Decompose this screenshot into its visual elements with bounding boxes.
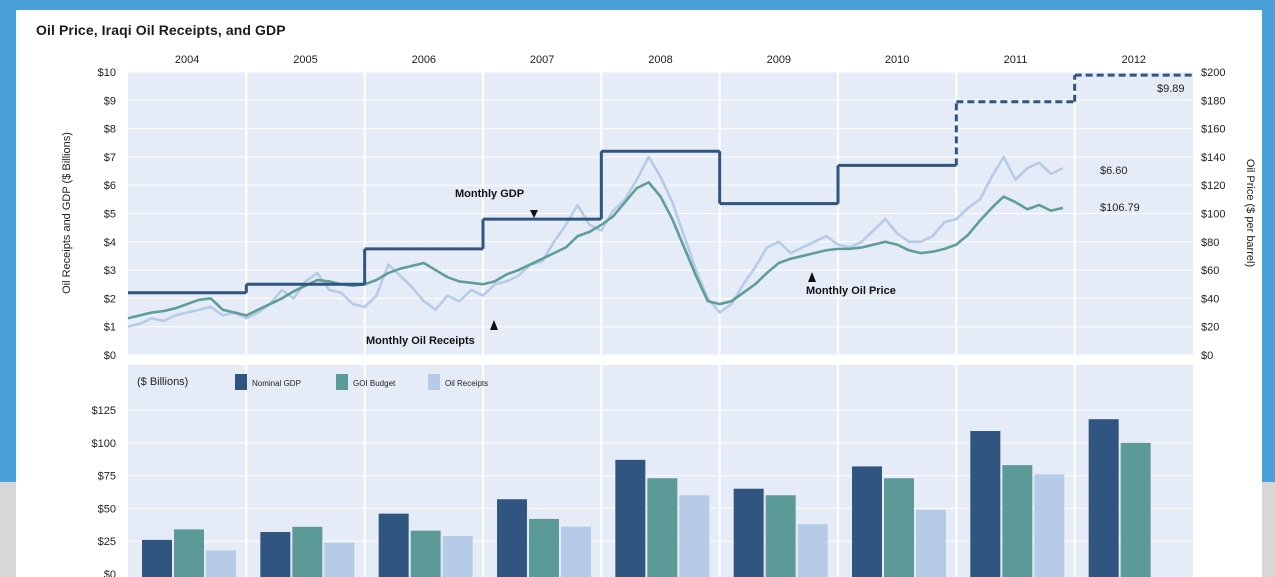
chart-title: Oil Price, Iraqi Oil Receipts, and GDP [36, 22, 286, 38]
bar-nominal-gdp [733, 488, 764, 577]
legend-swatch [336, 374, 348, 390]
left-tick-label: $8 [104, 124, 116, 136]
legend-entry: Oil Receipts [445, 379, 488, 388]
left-tick-label: $7 [104, 152, 116, 164]
bar-nominal-gdp [497, 499, 527, 577]
legend-entry: Nominal GDP [252, 379, 301, 388]
bar-nominal-gdp [1088, 419, 1119, 577]
left-tick-label: $9 [104, 95, 116, 107]
annotations: Monthly GDP Monthly Oil Receipts Monthly O… [366, 83, 1185, 347]
bar-goi-budget [1120, 442, 1151, 577]
bar-nominal-gdp [142, 539, 172, 577]
bar-oil-receipts [324, 542, 355, 577]
bar-tick-label: $75 [98, 471, 116, 483]
right-tick-label: $80 [1201, 237, 1219, 249]
bar-nominal-gdp [970, 430, 1001, 577]
gdp-step-line [128, 73, 1193, 295]
year-label: 2008 [648, 54, 672, 66]
left-tick-label: $5 [104, 209, 116, 221]
year-label: 2006 [412, 54, 436, 66]
bar-legend: ($ Billions) Nominal GDP GOI Budget Oil Rec… [137, 374, 488, 390]
bar-goi-budget [884, 478, 914, 577]
legend-swatch [235, 374, 247, 390]
bar-oil-receipts [679, 495, 710, 577]
right-tick-label: $200 [1201, 67, 1225, 79]
bar-tick-label: $0 [104, 569, 116, 577]
left-axis-label: Oil Receipts and GDP ($ Billions) [61, 132, 73, 294]
left-tick-label: $0 [104, 350, 116, 362]
year-label: 2004 [175, 54, 199, 66]
bar-nominal-gdp [852, 466, 882, 577]
right-tick-label: $40 [1201, 293, 1219, 305]
right-tick-label: $120 [1201, 180, 1225, 192]
left-tick-label: $6 [104, 180, 116, 192]
year-label: 2011 [1004, 54, 1028, 66]
bar-goi-budget [765, 495, 796, 577]
left-tick-label: $10 [98, 67, 116, 79]
right-axis-ticks: $0 $20 $40 $60 $80 $100 $120 $140 $160 $180 $200 [1201, 67, 1225, 362]
bar-goi-budget [292, 526, 323, 577]
right-tick-label: $180 [1201, 95, 1225, 107]
bar-goi-budget [529, 518, 559, 577]
bar-oil-receipts [1034, 474, 1065, 577]
bar-unit-label: ($ Billions) [137, 376, 188, 388]
right-tick-label: $140 [1201, 152, 1225, 164]
left-tick-label: $4 [104, 237, 116, 249]
end-receipts-label: $6.60 [1100, 165, 1128, 177]
oil-price-line [127, 181, 1064, 320]
right-tick-label: $0 [1201, 350, 1213, 362]
monthly-oil-price-label: Monthly Oil Price [806, 285, 896, 297]
right-tick-label: $60 [1201, 265, 1219, 277]
left-tick-label: $1 [104, 322, 116, 334]
bar-tick-label: $125 [92, 405, 116, 417]
bar-tick-label: $25 [98, 536, 116, 548]
monthly-oil-receipts-arrow [490, 320, 498, 330]
year-labels: 2004 2005 2006 2007 2008 2009 2010 2011 2012 [175, 54, 1146, 66]
year-label: 2012 [1122, 54, 1146, 66]
monthly-oil-price-arrow [808, 272, 816, 282]
bar-goi-budget [174, 529, 204, 577]
legend-swatch [428, 374, 440, 390]
right-tick-label: $160 [1201, 124, 1225, 136]
left-axis-ticks: $0 $1 $2 $3 $4 $5 $6 $7 $8 $9 $10 [98, 67, 116, 362]
right-axis-label: Oil Price ($ per barrel) [1244, 159, 1256, 267]
bar-oil-receipts [797, 524, 828, 577]
left-tick-label: $3 [104, 265, 116, 277]
monthly-gdp-arrow [530, 210, 538, 218]
bar-nominal-gdp [378, 513, 409, 577]
year-label: 2010 [885, 54, 909, 66]
bar-goi-budget [410, 530, 441, 577]
year-label: 2007 [530, 54, 554, 66]
monthly-oil-receipts-label: Monthly Oil Receipts [366, 335, 475, 347]
right-tick-label: $20 [1201, 322, 1219, 334]
legend-entry: GOI Budget [353, 379, 396, 388]
bar-nominal-gdp [260, 532, 291, 577]
bar-tick-label: $100 [92, 438, 116, 450]
line-series [127, 155, 1064, 328]
left-tick-label: $2 [104, 293, 116, 305]
year-label: 2009 [767, 54, 791, 66]
end-price-label: $106.79 [1100, 202, 1140, 214]
bar-axis-ticks: $0 $25 $50 $75 $100 $125 [92, 405, 116, 577]
bar-nominal-gdp [615, 459, 646, 577]
year-label: 2005 [293, 54, 317, 66]
monthly-gdp-label: Monthly GDP [455, 188, 524, 200]
bar-goi-budget [647, 478, 678, 577]
bar-oil-receipts [561, 526, 591, 577]
bar-tick-label: $50 [98, 503, 116, 515]
bar-oil-receipts [916, 509, 946, 577]
right-tick-label: $100 [1201, 209, 1225, 221]
bar-series [142, 419, 1151, 577]
bar-goi-budget [1002, 465, 1033, 577]
bar-oil-receipts [442, 535, 473, 577]
bar-oil-receipts [206, 550, 236, 577]
end-gdp-label: $9.89 [1157, 83, 1185, 95]
